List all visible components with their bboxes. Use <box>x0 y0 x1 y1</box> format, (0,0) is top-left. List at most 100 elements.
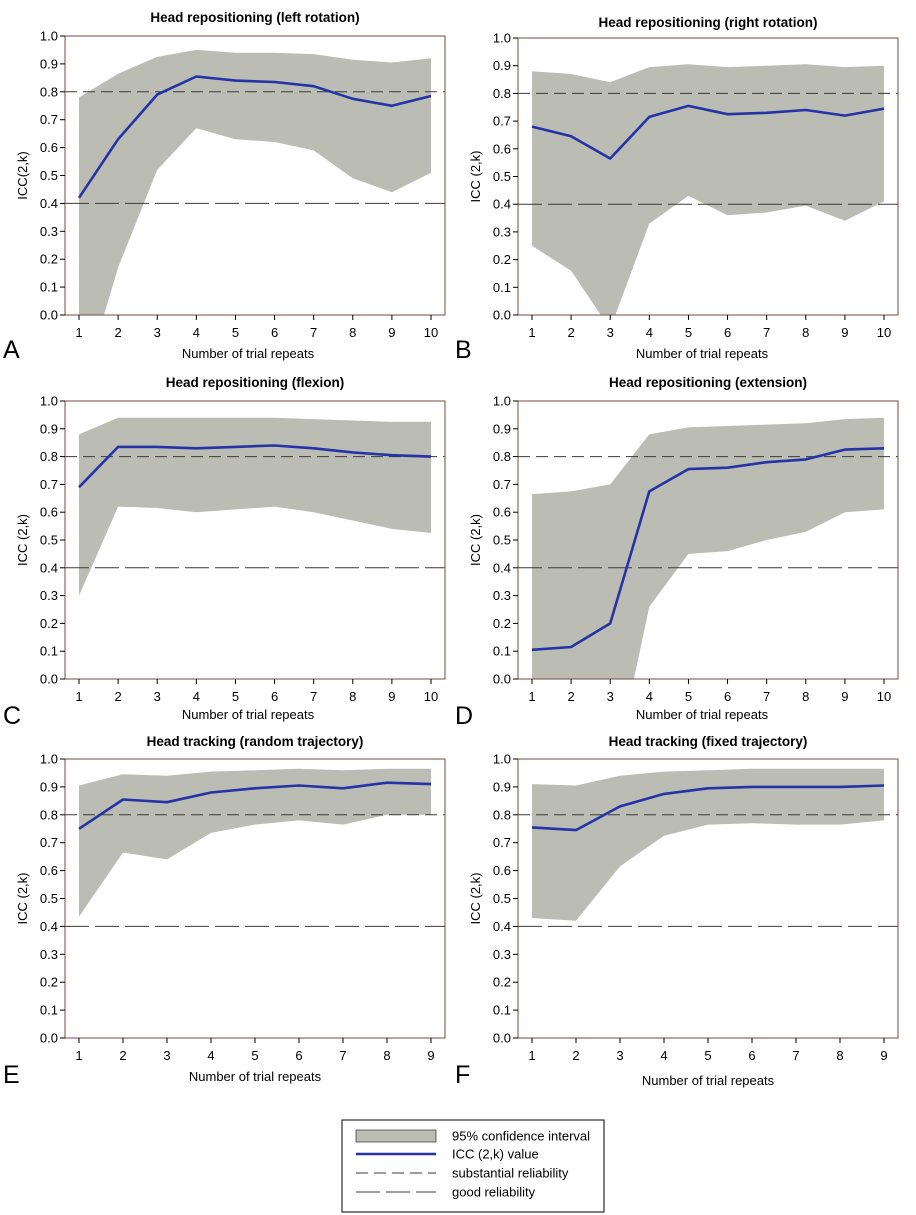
y-tick-label: 0.6 <box>40 140 58 155</box>
legend-item-label: ICC (2,k) value <box>452 1147 539 1162</box>
x-tick-label: 6 <box>271 325 278 340</box>
y-tick-label: 1.0 <box>493 31 511 46</box>
chart-title: Head repositioning (left rotation) <box>150 10 359 25</box>
y-tick-label: 0.9 <box>40 421 58 436</box>
y-tick-label: 1.0 <box>493 752 511 767</box>
y-tick-label: 0.4 <box>40 919 58 934</box>
y-tick-label: 0.9 <box>493 779 511 794</box>
x-tick-label: 5 <box>685 325 692 340</box>
x-axis-label: Number of trial repeats <box>182 346 315 361</box>
y-tick-label: 0.2 <box>40 975 58 990</box>
y-tick-label: 0.3 <box>40 224 58 239</box>
y-tick-label: 0.3 <box>493 947 511 962</box>
y-tick-label: 0.8 <box>493 807 511 822</box>
x-tick-label: 4 <box>207 1048 214 1063</box>
chart-panel-b: 0.0 0.1 0.2 0.3 0.4 0.5 0.6 0.7 0.8 0.9 1.0 1 2 3 4 5 6 7… <box>455 15 899 364</box>
chart-panel-a: 0.0 0.1 0.2 0.3 0.4 0.5 0.6 0.7 0.8 0.9 1.0 1 2 3 4 5 6 7… <box>3 10 446 364</box>
y-tick-label: 0.1 <box>40 1003 58 1018</box>
x-tick-label: 10 <box>424 689 438 704</box>
x-tick-label: 10 <box>877 325 891 340</box>
y-tick-label: 0.6 <box>493 141 511 156</box>
x-tick-label: 7 <box>310 689 317 704</box>
y-tick-label: 0.5 <box>40 891 58 906</box>
plot-area <box>65 768 445 927</box>
y-tick-label: 0.5 <box>40 168 58 183</box>
x-tick-label: 8 <box>383 1048 390 1063</box>
confidence-band <box>532 768 884 921</box>
icc-line <box>78 444 432 489</box>
x-tick-label: 2 <box>567 325 574 340</box>
y-tick-label: 0.4 <box>40 560 58 575</box>
x-tick-label: 8 <box>349 689 356 704</box>
y-tick-label: 0.9 <box>493 58 511 73</box>
y-axis-label: ICC (2,k) <box>15 873 30 925</box>
y-tick-label: 0.1 <box>493 644 511 659</box>
x-tick-label: 9 <box>880 1048 887 1063</box>
x-axis-label: Number of trial repeats <box>189 1069 322 1084</box>
chart-title: Head repositioning (flexion) <box>166 375 345 390</box>
plot-area <box>518 64 898 315</box>
y-axis-label: ICC (2,k) <box>15 514 30 566</box>
x-tick-label: 7 <box>792 1048 799 1063</box>
plot-area <box>65 49 445 315</box>
x-tick-label: 4 <box>193 325 200 340</box>
confidence-band <box>79 768 431 917</box>
y-tick-label: 0.1 <box>493 1003 511 1018</box>
x-tick-label: 3 <box>154 689 161 704</box>
legend-item-label: good reliability <box>452 1185 536 1200</box>
x-tick-label: 3 <box>616 1048 623 1063</box>
chart-panel-c: 0.0 0.1 0.2 0.3 0.4 0.5 0.6 0.7 0.8 0.9 1.0 1 2 3 4 5 6 7… <box>3 375 446 730</box>
y-tick-label: 0.7 <box>493 477 511 492</box>
y-tick-label: 0.9 <box>40 56 58 71</box>
confidence-band <box>532 64 884 315</box>
y-tick-label: 0.7 <box>493 835 511 850</box>
confidence-band <box>532 417 884 679</box>
x-tick-label: 5 <box>251 1048 258 1063</box>
chart-title: Head repositioning (right rotation) <box>599 15 818 30</box>
x-tick-label: 9 <box>388 325 395 340</box>
x-tick-label: 4 <box>660 1048 667 1063</box>
y-tick-label: 0.5 <box>40 533 58 548</box>
x-tick-label: 7 <box>310 325 317 340</box>
x-tick-label: 2 <box>572 1048 579 1063</box>
x-tick-label: 10 <box>877 689 891 704</box>
y-tick-label: 0.5 <box>493 533 511 548</box>
y-tick-label: 0.1 <box>493 280 511 295</box>
y-tick-label: 1.0 <box>493 394 511 409</box>
y-tick-label: 0.3 <box>493 224 511 239</box>
x-tick-label: 5 <box>232 325 239 340</box>
y-axis-label: ICC(2,k) <box>15 151 30 199</box>
panel-letter: F <box>455 1061 470 1089</box>
x-tick-label: 1 <box>75 325 82 340</box>
y-tick-label: 0.4 <box>493 197 511 212</box>
x-tick-label: 8 <box>802 325 809 340</box>
x-tick-label: 10 <box>424 325 438 340</box>
x-tick-label: 4 <box>193 689 200 704</box>
y-tick-label: 0.7 <box>40 835 58 850</box>
y-tick-label: 0.3 <box>40 947 58 962</box>
legend: 95% confidence interval ICC (2,k) value su… <box>341 1119 605 1213</box>
y-tick-label: 0.7 <box>40 477 58 492</box>
y-tick-label: 0.4 <box>493 919 511 934</box>
x-tick-label: 7 <box>339 1048 346 1063</box>
y-tick-label: 0.2 <box>493 975 511 990</box>
x-tick-label: 3 <box>607 689 614 704</box>
x-tick-label: 8 <box>349 325 356 340</box>
x-tick-label: 2 <box>119 1048 126 1063</box>
y-tick-label: 1.0 <box>40 394 58 409</box>
y-tick-label: 0.8 <box>40 807 58 822</box>
x-tick-label: 9 <box>427 1048 434 1063</box>
x-tick-label: 5 <box>232 689 239 704</box>
x-axis-label: Number of trial repeats <box>642 1073 775 1088</box>
x-axis-label: Number of trial repeats <box>636 346 769 361</box>
y-tick-label: 0.1 <box>40 644 58 659</box>
y-tick-label: 0.6 <box>493 505 511 520</box>
x-tick-label: 9 <box>388 689 395 704</box>
x-tick-label: 6 <box>748 1048 755 1063</box>
y-tick-label: 0.8 <box>40 449 58 464</box>
x-tick-label: 7 <box>763 689 770 704</box>
y-tick-label: 0.2 <box>40 616 58 631</box>
panel-letter: B <box>455 336 472 364</box>
y-tick-label: 0.6 <box>493 863 511 878</box>
